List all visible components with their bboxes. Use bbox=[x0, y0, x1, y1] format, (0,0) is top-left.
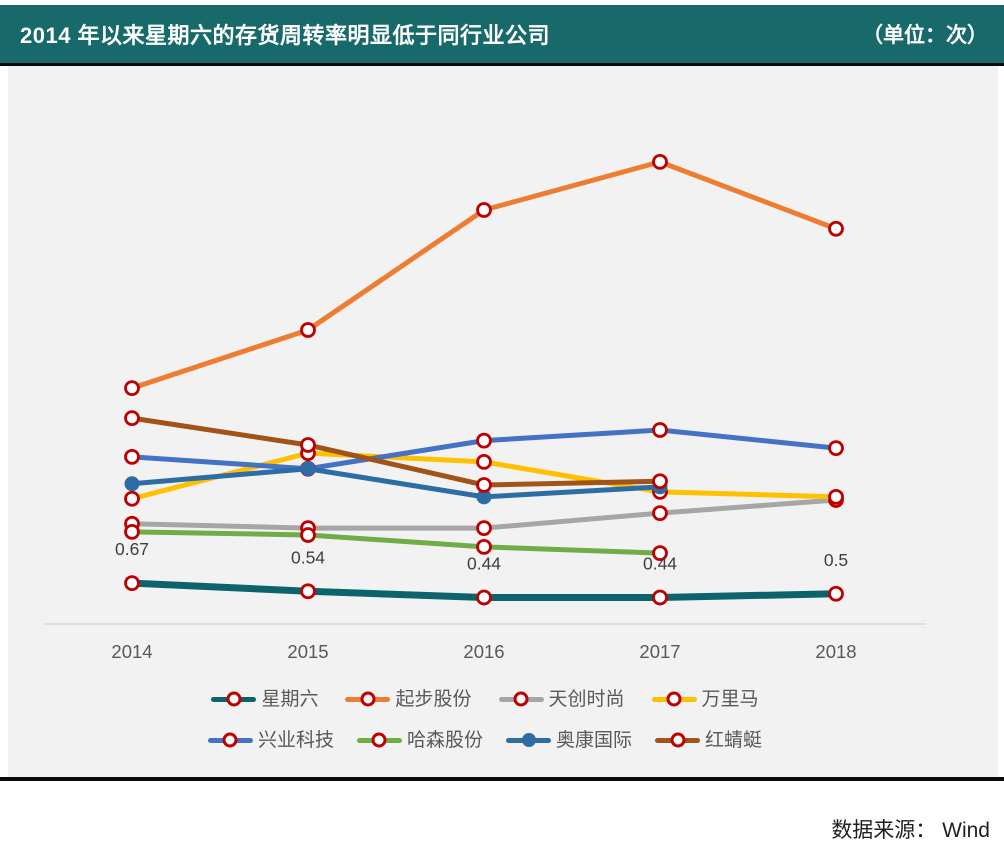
legend-line-swatch bbox=[651, 691, 697, 707]
legend-label: 兴业科技 bbox=[257, 729, 334, 751]
legend-ring-marker-icon bbox=[222, 732, 238, 748]
data-point-label: 0.54 bbox=[291, 547, 325, 567]
legend-ring-marker-icon bbox=[670, 732, 686, 748]
data-point-marker bbox=[828, 488, 844, 505]
data-point-marker bbox=[476, 589, 492, 606]
legend-label: 天创时尚 bbox=[548, 688, 625, 710]
data-point-marker bbox=[476, 477, 492, 493]
data-point-marker bbox=[124, 523, 140, 540]
data-point-marker bbox=[124, 476, 140, 492]
legend-item-兴业科技: 兴业科技 bbox=[207, 729, 334, 751]
chart-title-bar: 2014 年以来星期六的存货周转率明显低于同行业公司 （单位：次） bbox=[0, 5, 1004, 63]
legend-row: 兴业科技 哈森股份 奥康国际 红蜻蜓 bbox=[207, 726, 762, 754]
data-point-label: 0.44 bbox=[643, 554, 677, 574]
data-point-marker bbox=[300, 461, 316, 477]
series-line-红蜻蜓 bbox=[131, 415, 661, 488]
legend-item-星期六: 星期六 bbox=[211, 690, 318, 709]
legend-item-起步股份: 起步股份 bbox=[345, 688, 472, 710]
data-source-note: 数据来源： Wind bbox=[831, 819, 990, 842]
legend-line-swatch bbox=[506, 733, 551, 747]
line-chart-canvas: 2014 2015 2016 2017 2018 0.67 0.54 0.44 0.44 0.5 bbox=[44, 153, 926, 662]
legend-item-奥康国际: 奥康国际 bbox=[506, 731, 632, 750]
data-point-marker bbox=[300, 527, 316, 543]
legend-label: 奥康国际 bbox=[556, 729, 633, 751]
legend-ring-marker-icon bbox=[513, 691, 529, 707]
data-point-marker bbox=[124, 410, 140, 427]
line-chart-panel: 2014 2015 2016 2017 2018 0.67 0.54 0.44 0.44 0.5 … bbox=[8, 66, 998, 777]
data-point-marker bbox=[124, 575, 140, 592]
legend-ring-marker-icon bbox=[371, 732, 387, 748]
legend-row: 星期六 起步股份 天创时尚 万里马 bbox=[211, 685, 759, 713]
legend-item-哈森股份: 哈森股份 bbox=[356, 729, 483, 751]
data-point-marker bbox=[124, 448, 140, 465]
data-point-marker bbox=[828, 220, 844, 237]
legend-dot-marker-icon bbox=[521, 733, 536, 747]
legend-line-swatch bbox=[345, 691, 391, 707]
data-point-marker bbox=[300, 322, 316, 338]
data-point-label: 0.67 bbox=[115, 539, 149, 559]
chart-legend: 星期六 起步股份 天创时尚 万里马兴业科技 哈森股份 奥康国际 红蜻蜓 bbox=[0, 685, 980, 754]
series-line-哈森股份 bbox=[131, 529, 661, 556]
legend-ring-marker-icon bbox=[360, 691, 376, 707]
data-point-marker bbox=[476, 489, 492, 505]
legend-label: 红蜻蜓 bbox=[705, 729, 763, 751]
legend-line-swatch bbox=[498, 691, 544, 707]
data-point-marker bbox=[652, 545, 668, 562]
legend-ring-marker-icon bbox=[226, 691, 242, 707]
data-point-marker bbox=[476, 538, 492, 555]
data-point-marker bbox=[828, 585, 844, 602]
data-point-marker bbox=[124, 380, 140, 397]
chart-title: 2014 年以来星期六的存货周转率明显低于同行业公司 bbox=[20, 23, 551, 48]
legend-label: 起步股份 bbox=[395, 688, 472, 710]
data-point-marker bbox=[476, 432, 492, 449]
legend-label: 哈森股份 bbox=[406, 729, 483, 751]
legend-line-swatch bbox=[207, 732, 253, 748]
data-point-marker bbox=[300, 437, 316, 453]
series-line-奥康国际 bbox=[131, 466, 661, 500]
legend-item-天创时尚: 天创时尚 bbox=[498, 688, 625, 710]
legend-label: 万里马 bbox=[701, 688, 759, 710]
legend-line-swatch bbox=[356, 732, 402, 748]
legend-item-红蜻蜓: 红蜻蜓 bbox=[655, 731, 762, 750]
data-point-marker bbox=[652, 589, 668, 606]
legend-item-万里马: 万里马 bbox=[651, 688, 759, 710]
series-line-起步股份 bbox=[131, 159, 837, 391]
unit-label: （单位：次） bbox=[862, 24, 988, 47]
legend-label: 星期六 bbox=[261, 688, 319, 710]
data-point-marker bbox=[476, 202, 492, 218]
x-tick-label: 2016 bbox=[463, 641, 504, 662]
bottom-divider-line bbox=[0, 777, 1004, 781]
legend-line-swatch bbox=[211, 691, 257, 707]
top-divider-line bbox=[0, 63, 1004, 66]
data-point-marker bbox=[652, 473, 668, 490]
legend-ring-marker-icon bbox=[666, 691, 682, 707]
x-tick-label: 2015 bbox=[287, 641, 328, 662]
data-point-marker bbox=[300, 583, 316, 600]
x-tick-label: 2014 bbox=[111, 641, 152, 662]
data-point-marker bbox=[476, 453, 492, 470]
data-point-marker bbox=[124, 490, 140, 507]
x-tick-label: 2017 bbox=[639, 641, 680, 662]
x-tick-label: 2018 bbox=[815, 641, 856, 662]
data-point-marker bbox=[828, 440, 844, 457]
legend-line-swatch bbox=[655, 732, 701, 748]
data-point-label: 0.44 bbox=[467, 554, 501, 574]
data-point-marker bbox=[652, 153, 668, 170]
data-point-marker bbox=[476, 520, 492, 537]
data-point-label: 0.5 bbox=[824, 550, 848, 570]
data-point-marker bbox=[652, 505, 668, 522]
data-point-marker bbox=[652, 422, 668, 438]
